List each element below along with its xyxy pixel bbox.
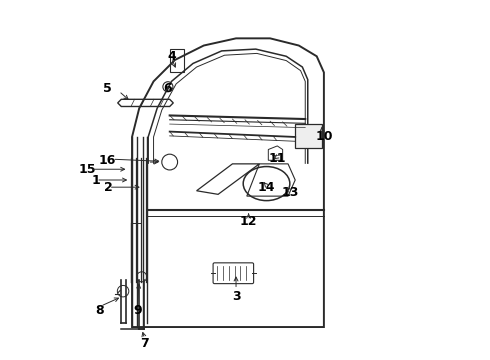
Text: 4: 4 bbox=[167, 50, 176, 63]
Text: 6: 6 bbox=[164, 82, 172, 95]
Text: 3: 3 bbox=[232, 290, 241, 303]
Text: 11: 11 bbox=[269, 152, 286, 165]
Text: 7: 7 bbox=[140, 337, 149, 350]
Text: 10: 10 bbox=[315, 130, 333, 144]
Text: 13: 13 bbox=[281, 186, 298, 199]
Text: 12: 12 bbox=[240, 215, 257, 228]
Text: 16: 16 bbox=[98, 154, 116, 167]
Text: 14: 14 bbox=[258, 181, 275, 194]
Text: 5: 5 bbox=[102, 82, 111, 95]
Text: 2: 2 bbox=[104, 181, 113, 194]
Text: 15: 15 bbox=[78, 163, 96, 176]
Text: 9: 9 bbox=[133, 305, 142, 318]
Text: 8: 8 bbox=[96, 305, 104, 318]
Text: 1: 1 bbox=[92, 174, 100, 186]
FancyBboxPatch shape bbox=[295, 125, 322, 148]
